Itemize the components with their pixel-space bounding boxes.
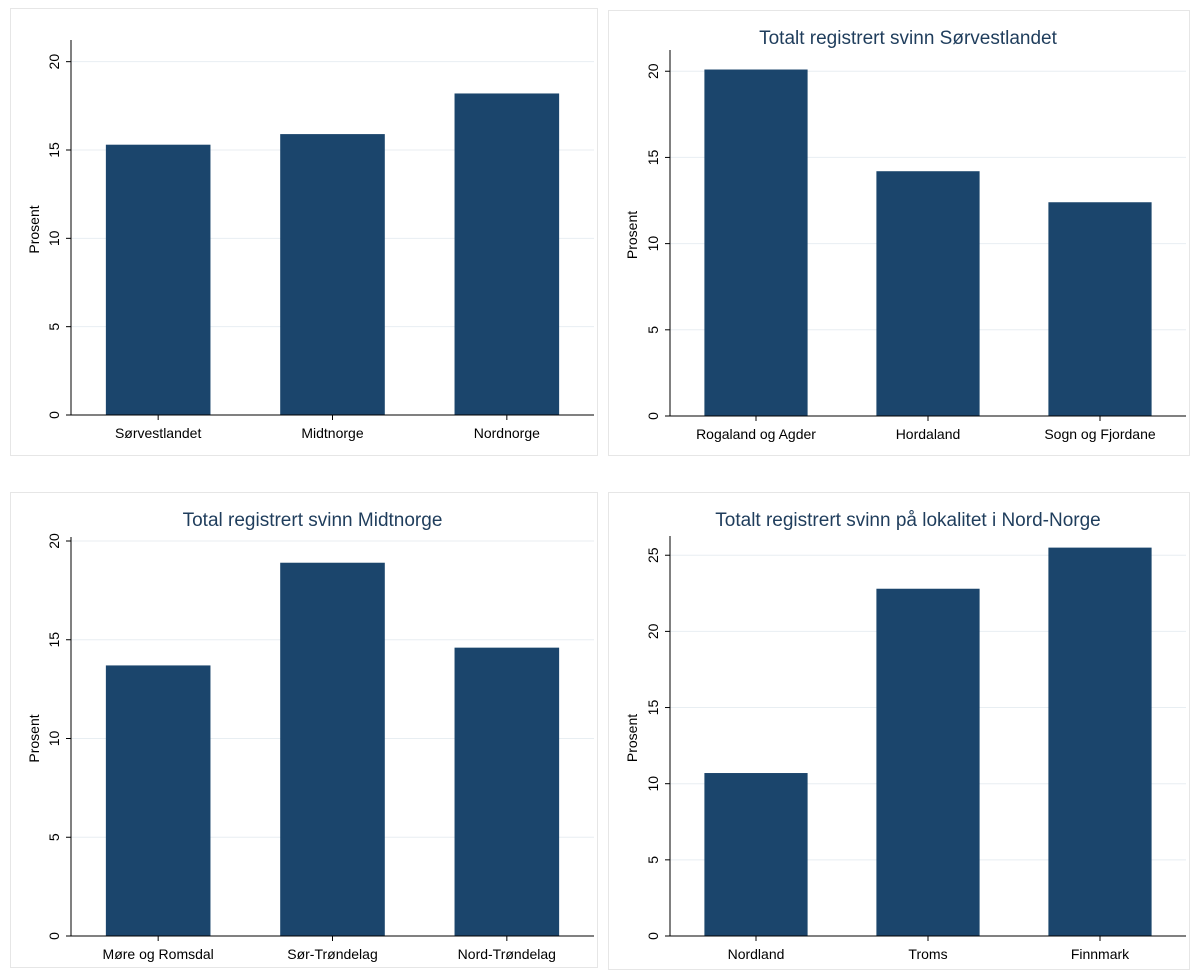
bar-3	[454, 93, 560, 415]
chart-title: Totalt registrert svinn Sørvestlandet	[759, 28, 1058, 49]
y-tick-label: 25	[645, 547, 661, 563]
bar-chart-midtnorge: Total registrert svinn Midtnorge 0 5 10 15 20…	[26, 510, 594, 962]
y-tick-label: 0	[645, 932, 661, 940]
category-label: Rogaland og Agder	[696, 426, 816, 442]
bar-2	[280, 134, 385, 415]
bar-3	[1048, 202, 1152, 416]
y-tick-label: 5	[46, 833, 62, 841]
y-tick-label: 5	[46, 323, 62, 331]
bar-1	[105, 665, 211, 936]
category-label: Troms	[908, 946, 947, 962]
bar-chart-sorvestlandet: Totalt registrert svinn Sørvestlandet 0 5 1…	[624, 28, 1186, 442]
category-label: Sogn og Fjordane	[1044, 426, 1156, 442]
bar-3	[1048, 547, 1152, 936]
y-axis-label: Prosent	[624, 714, 640, 762]
category-label: Nord-Trøndelag	[458, 946, 556, 962]
bar-2	[876, 171, 980, 416]
category-label: Nordland	[728, 946, 785, 962]
y-tick-label: 15	[46, 632, 62, 648]
y-axis-label: Prosent	[624, 211, 640, 259]
y-axis-label: Prosent	[26, 205, 42, 253]
y-axis-label: Prosent	[26, 714, 42, 762]
y-tick-label: 10	[645, 236, 661, 252]
y-tick-label: 0	[46, 932, 62, 940]
chart-panel-sorvestlandet: Totalt registrert svinn Sørvestlandet 0 5 1…	[608, 10, 1190, 456]
y-tick-label: 20	[645, 63, 661, 79]
y-tick-label: 5	[645, 856, 661, 864]
category-label: Sørvestlandet	[115, 425, 201, 441]
y-tick-label: 0	[46, 411, 62, 419]
category-label: Midtnorge	[301, 425, 363, 441]
bar-1	[704, 69, 808, 416]
y-tick-label: 20	[645, 623, 661, 639]
chart-title: Totalt registrert svinn på lokalitet i N…	[715, 510, 1100, 531]
bar-chart-overview: 0 5 10 15 20 Prosent Sørvestlandet Midtnorge Nor…	[26, 40, 594, 441]
y-tick-label: 10	[46, 731, 62, 747]
y-tick-label: 5	[645, 326, 661, 334]
y-tick-label: 20	[46, 54, 62, 70]
bar-1	[105, 144, 211, 415]
y-tick-label: 10	[46, 230, 62, 246]
bar-2	[280, 562, 385, 936]
chart-panel-midtnorge: Total registrert svinn Midtnorge 0 5 10 15 20…	[10, 492, 598, 968]
category-label: Sør-Trøndelag	[287, 946, 378, 962]
y-tick-label: 10	[645, 776, 661, 792]
bar-chart-nord-norge: Totalt registrert svinn på lokalitet i N…	[624, 510, 1186, 962]
y-tick-label: 20	[46, 533, 62, 549]
bar-1	[704, 773, 808, 936]
chart-title: Total registrert svinn Midtnorge	[183, 510, 443, 531]
y-tick-label: 15	[46, 142, 62, 158]
y-tick-label: 15	[645, 700, 661, 716]
category-label: Møre og Romsdal	[103, 946, 214, 962]
y-tick-label: 0	[645, 412, 661, 420]
chart-panel-overview: 0 5 10 15 20 Prosent Sørvestlandet Midtnorge Nor…	[10, 8, 598, 456]
category-label: Finnmark	[1071, 946, 1130, 962]
category-label: Nordnorge	[474, 425, 540, 441]
y-tick-label: 15	[645, 149, 661, 165]
category-label: Hordaland	[896, 426, 961, 442]
chart-panel-nord-norge: Totalt registrert svinn på lokalitet i N…	[608, 492, 1190, 970]
bar-3	[454, 647, 560, 936]
bar-2	[876, 588, 980, 936]
